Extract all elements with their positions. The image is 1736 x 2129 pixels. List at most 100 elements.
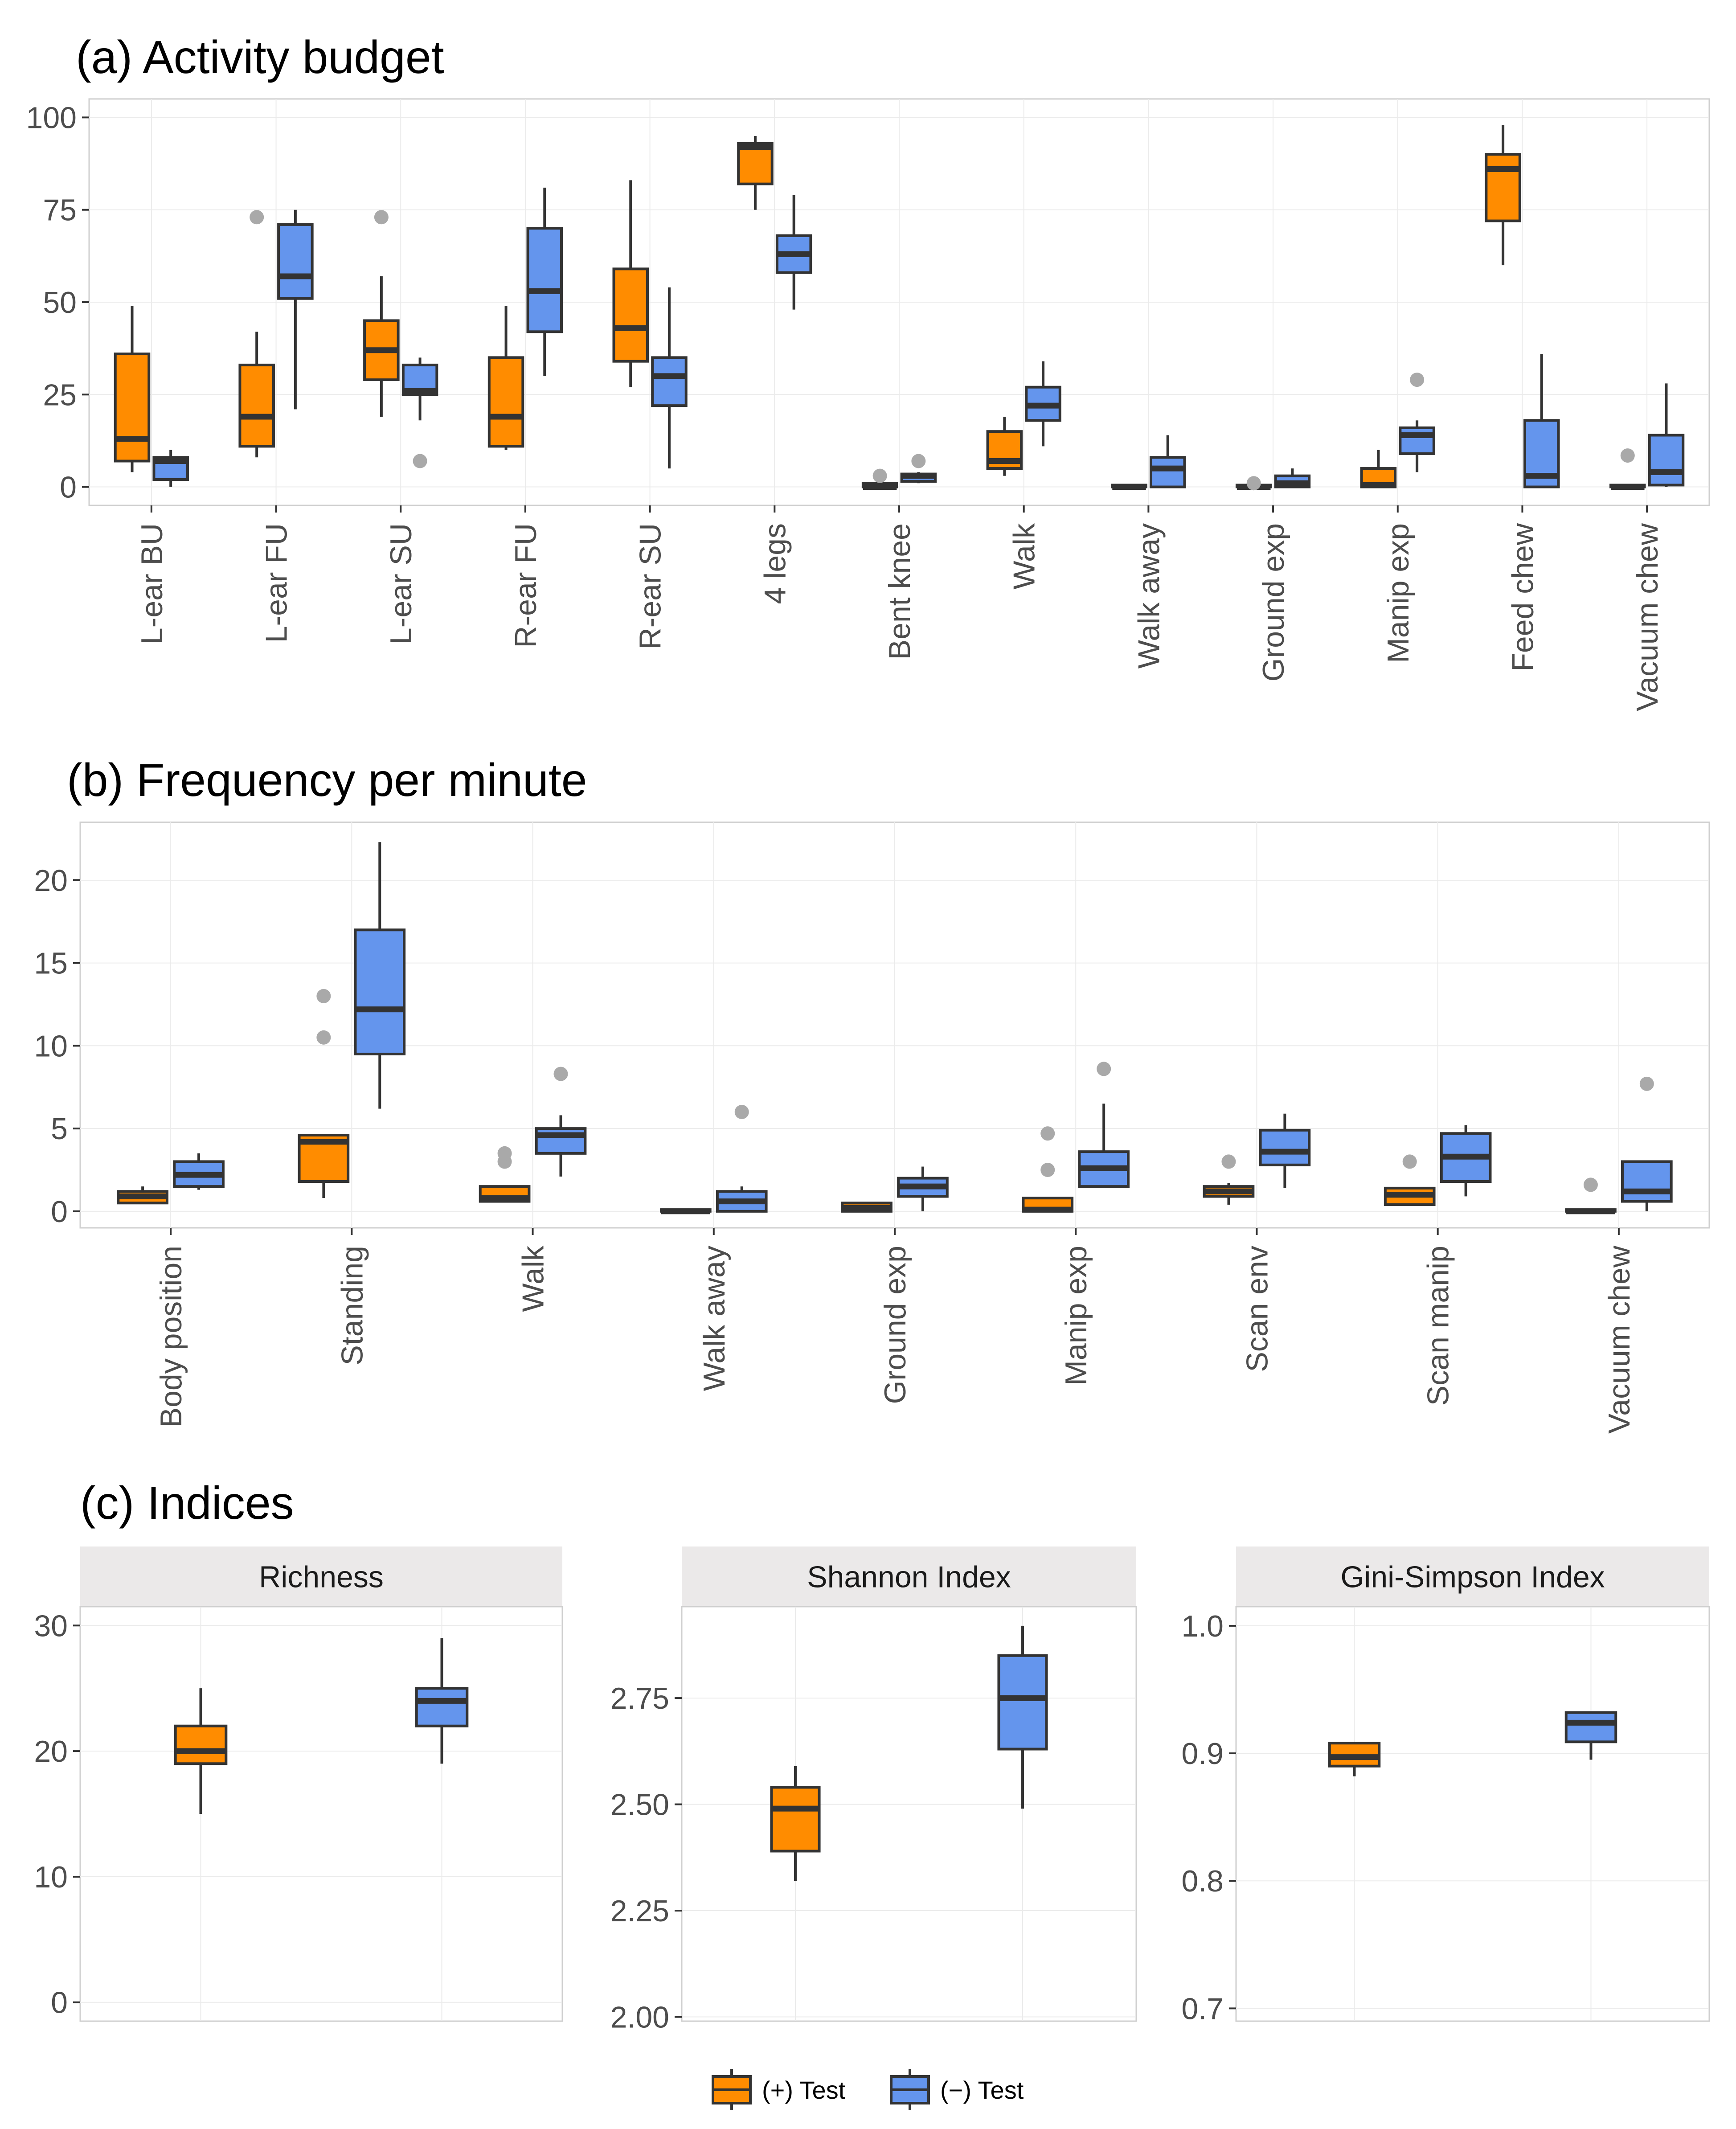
box-pos-vacuum-chew-outlier-0 — [1620, 448, 1635, 463]
box-pos-vacuum-chew — [1565, 1177, 1617, 1214]
box-neg-gini-simpson-index-box — [1564, 1711, 1617, 1743]
x-tick-label-manip-exp: Manip exp — [1381, 523, 1415, 663]
box-neg-vacuum-chew-box — [1621, 1160, 1673, 1203]
box-neg-body-position — [173, 1153, 225, 1190]
y-tick-label: 15 — [34, 947, 68, 980]
box-neg-standing — [354, 842, 406, 1109]
box-pos-body-position — [117, 1186, 168, 1205]
box-neg-bent-knee — [900, 454, 937, 484]
box-neg-feed-chew — [1523, 354, 1560, 488]
box-neg-scan-manip — [1440, 1125, 1492, 1197]
box-pos-walk — [479, 1146, 531, 1203]
x-tick-label-ground-exp: Ground exp — [878, 1246, 912, 1404]
y-tick-label: 2.00 — [610, 2000, 669, 2034]
facet-strip — [80, 1546, 562, 1607]
facet-gini-simpson-index: Gini-Simpson Index 0.7 0.8 0.9 1.0 — [1181, 1546, 1710, 2026]
box-pos-ground-exp — [1235, 476, 1272, 491]
x-tick-label-vacuum-chew: Vacuum chew — [1630, 523, 1664, 711]
facet-strip-label: Shannon Index — [807, 1560, 1011, 1594]
x-tick-label-bent-knee: Bent knee — [883, 523, 917, 660]
x-tick-label-standing: Standing — [335, 1246, 369, 1365]
box-neg-r-ear-fu — [526, 187, 563, 376]
box-pos-l-ear-fu-outlier-0 — [250, 210, 264, 225]
box-neg-shannon-index-box — [997, 1654, 1048, 1751]
box-pos-r-ear-su-box — [612, 267, 649, 363]
box-pos-l-ear-fu — [238, 210, 275, 458]
box-neg-r-ear-fu-box — [526, 227, 563, 333]
x-tick-label-ground-exp: Ground exp — [1257, 523, 1290, 681]
box-neg-manip-exp-box — [1399, 426, 1435, 455]
box-neg-vacuum-chew-outlier-0 — [1639, 1076, 1654, 1091]
box-pos-r-ear-su — [612, 180, 649, 387]
x-tick-label-r-ear-su: R-ear SU — [634, 523, 667, 649]
x-tick-label-walk: Walk — [516, 1245, 550, 1312]
box-pos-bent-knee-outlier-0 — [872, 468, 887, 483]
x-tick-label-4-legs: 4 legs — [758, 523, 792, 604]
y-tick-label: 5 — [51, 1112, 68, 1146]
box-neg-l-ear-su-outlier-0 — [413, 454, 427, 468]
facet-richness: Richness 0 10 20 30 — [34, 1546, 563, 2022]
box-pos-r-ear-fu — [487, 306, 524, 450]
y-tick-label: 10 — [34, 1860, 68, 1894]
box-neg-richness-box — [415, 1687, 469, 1727]
box-neg-walk-away — [1149, 435, 1186, 488]
box-neg-walk-outlier-0 — [553, 1067, 568, 1081]
y-tick-label: 2.50 — [610, 1788, 669, 1822]
box-pos-shannon-index-box — [770, 1786, 821, 1853]
box-pos-manip-exp — [1022, 1126, 1074, 1213]
box-neg-shannon-index — [997, 1625, 1048, 1809]
y-tick-label: 30 — [34, 1609, 68, 1643]
legend-item-neg: (−) Test — [890, 2069, 1024, 2110]
plot-area — [681, 1606, 1137, 2022]
facet-strip — [1236, 1546, 1709, 1607]
box-neg-vacuum-chew-box — [1648, 434, 1685, 487]
x-tick-label-l-ear-bu: L-ear BU — [135, 523, 169, 644]
y-tick-label: 100 — [26, 101, 77, 135]
x-tick-label-r-ear-fu: R-ear FU — [509, 523, 543, 648]
box-neg-l-ear-fu-box — [277, 223, 314, 300]
x-tick-label-scan-env: Scan env — [1240, 1246, 1274, 1372]
x-tick-label-manip-exp: Manip exp — [1059, 1246, 1093, 1386]
box-neg-standing-box — [354, 928, 406, 1055]
y-tick-label: 1.0 — [1181, 1609, 1224, 1643]
plot-area — [1235, 1606, 1710, 2022]
y-tick-label: 25 — [43, 378, 77, 412]
facet-strip-label: Gini-Simpson Index — [1340, 1560, 1605, 1594]
box-pos-4-legs — [737, 135, 774, 210]
box-neg-manip-exp — [1399, 373, 1435, 472]
box-pos-l-ear-bu — [114, 306, 151, 472]
y-tick-label: 0.7 — [1181, 1992, 1224, 2026]
box-neg-ground-exp — [897, 1166, 949, 1211]
box-neg-ground-exp — [1274, 468, 1311, 488]
y-tick-label: 0.9 — [1181, 1737, 1224, 1771]
x-tick-label-feed-chew: Feed chew — [1506, 523, 1539, 672]
x-tick-label-walk-away: Walk away — [697, 1246, 731, 1391]
panel-indices: (c) Indices Richness 0 10 20 30 Shannon Index 2… — [34, 1477, 1710, 2034]
y-tick-label: 20 — [34, 864, 68, 898]
y-tick-label: 2.25 — [610, 1894, 669, 1928]
box-neg-gini-simpson-index — [1564, 1711, 1617, 1760]
facet-strip-label: Richness — [259, 1560, 384, 1594]
box-neg-walk — [535, 1067, 587, 1177]
box-pos-l-ear-su — [363, 210, 400, 417]
box-pos-standing-outlier-0 — [316, 1030, 331, 1045]
box-pos-manip-exp-outlier-1 — [1040, 1126, 1055, 1141]
panel-frequency-per-minute: (b) Frequency per minute 0 5 10 15 20 Body pos… — [34, 755, 1710, 1434]
box-pos-scan-manip-outlier-0 — [1402, 1154, 1417, 1169]
y-tick-label: 2.75 — [610, 1682, 669, 1715]
y-tick-label: 20 — [34, 1735, 68, 1768]
y-tick-label: 0.8 — [1181, 1864, 1224, 1898]
y-tick-label: 75 — [43, 193, 77, 227]
box-neg-walk — [1025, 361, 1061, 447]
x-tick-label-l-ear-fu: L-ear FU — [260, 523, 294, 643]
legend-item-pos: (+) Test — [712, 2069, 846, 2110]
box-neg-4-legs — [775, 195, 812, 310]
box-pos-l-ear-bu-box — [114, 353, 151, 463]
y-tick-label: 0 — [51, 1986, 68, 2020]
box-neg-richness — [415, 1638, 469, 1764]
box-neg-r-ear-su-box — [651, 356, 688, 407]
box-neg-scan-env-box — [1259, 1128, 1311, 1166]
box-pos-scan-manip — [1384, 1154, 1436, 1206]
box-pos-vacuum-chew — [1609, 448, 1646, 490]
